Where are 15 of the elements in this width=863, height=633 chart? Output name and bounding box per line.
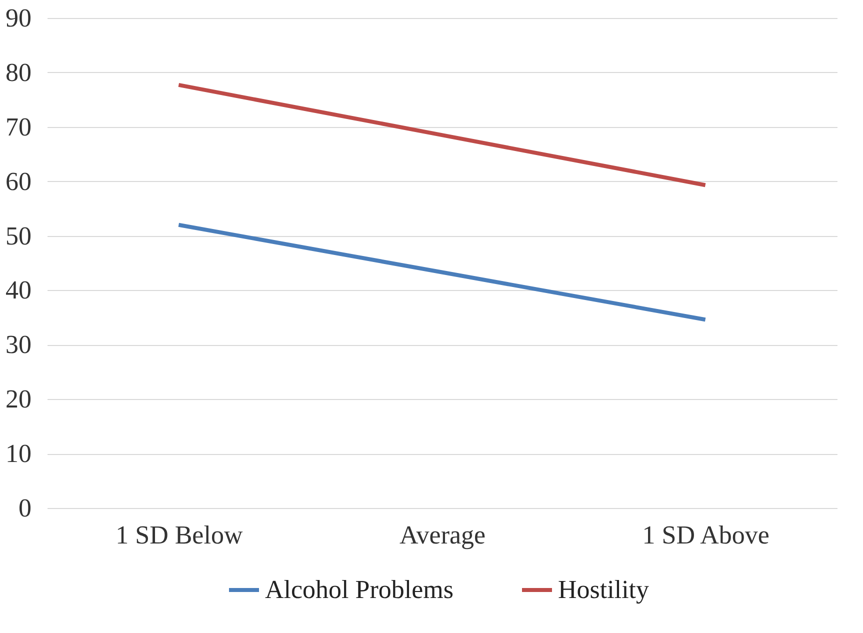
- x-tick-label: 1 SD Below: [116, 520, 243, 550]
- y-tick-label: 70: [6, 112, 32, 142]
- y-tick-label: 80: [6, 58, 32, 87]
- x-tick-label: 1 SD Above: [642, 520, 770, 550]
- y-tick-label: 0: [18, 494, 32, 522]
- y-tick-label: 90: [6, 4, 32, 32]
- legend-label: Alcohol Problems: [265, 575, 454, 604]
- y-tick-label: 40: [6, 276, 32, 305]
- legend-label: Hostility: [558, 575, 650, 604]
- y-tick-label: 10: [6, 439, 32, 468]
- y-tick-label: 20: [6, 384, 32, 414]
- y-tick-label: 60: [6, 166, 32, 196]
- x-tick-label: Average: [399, 520, 486, 550]
- y-tick-label: 50: [6, 221, 32, 250]
- y-tick-label: 30: [6, 330, 32, 360]
